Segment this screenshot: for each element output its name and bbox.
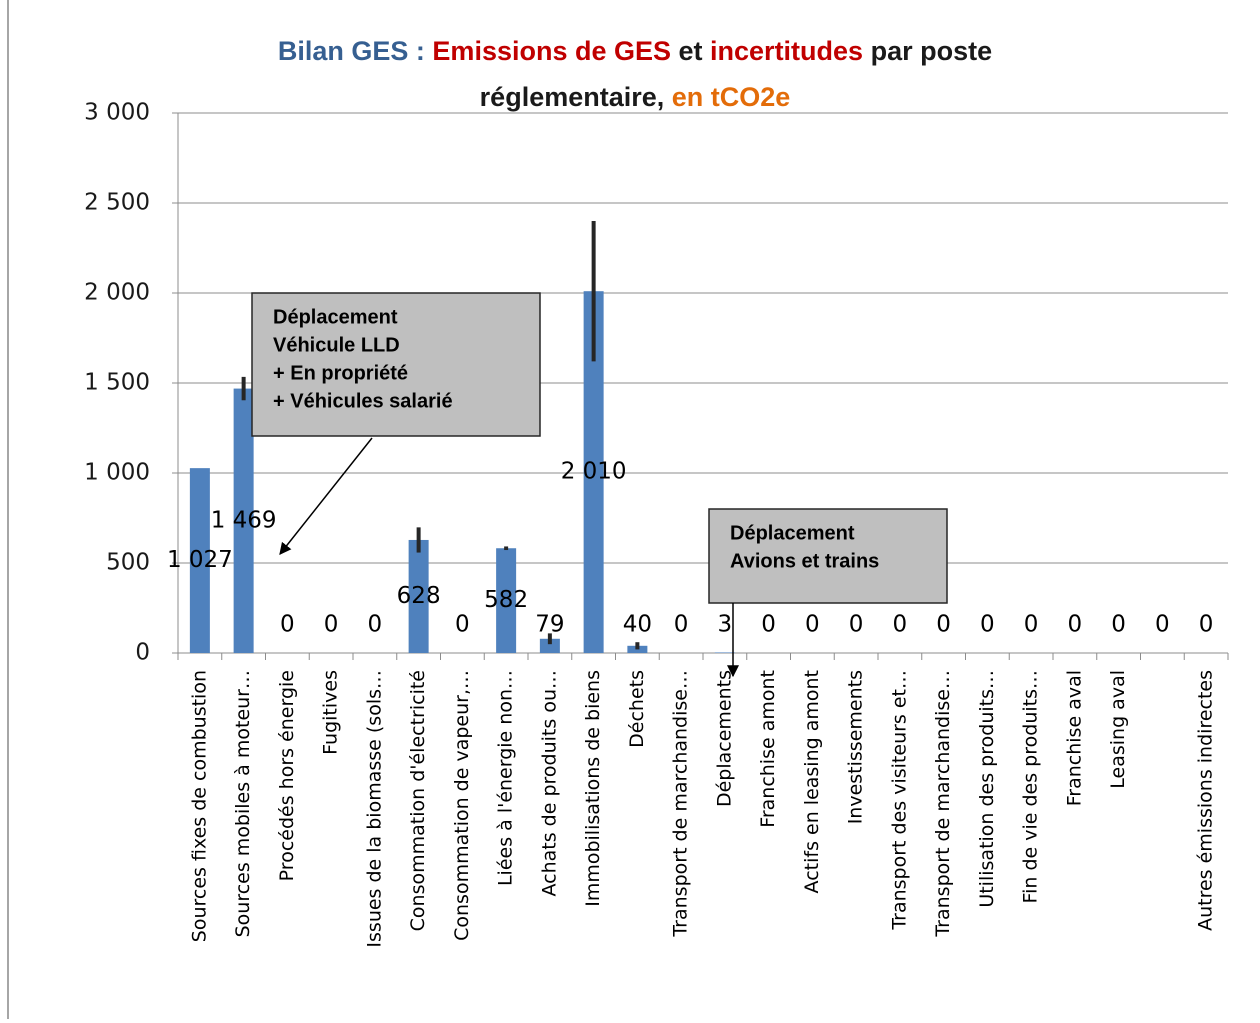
data-label: 1 027 — [167, 547, 233, 573]
title-part: incertitudes — [710, 36, 863, 66]
x-tick-label: Leasing aval — [1107, 670, 1129, 789]
x-tick-label: Fin de vie des produits… — [1020, 670, 1042, 903]
x-tick-label: Sources mobiles à moteur… — [232, 670, 254, 937]
data-label: 582 — [484, 587, 528, 613]
chart-title: Bilan GES : Emissions de GES et incertit… — [278, 36, 992, 66]
annotation-text: + En propriété — [273, 362, 408, 384]
data-label: 3 — [718, 612, 733, 638]
x-tick-label: Investissements — [845, 670, 867, 824]
x-tick-label: Déplacements — [713, 670, 735, 807]
x-tick-label: Actifs en leasing amont — [801, 670, 823, 893]
data-label: 0 — [936, 612, 951, 638]
annotation-box — [708, 508, 948, 604]
title-part: en tCO2e — [672, 82, 791, 112]
bar — [408, 539, 429, 653]
bar — [714, 652, 735, 653]
data-label: 79 — [535, 612, 564, 638]
y-tick-label: 1 000 — [84, 460, 150, 486]
bar — [539, 638, 560, 653]
x-tick-label: Consommation d'électricité — [407, 670, 429, 931]
bar — [496, 548, 517, 653]
data-label: 0 — [324, 612, 339, 638]
data-label: 0 — [455, 612, 470, 638]
data-label: 0 — [674, 612, 689, 638]
title-part: et — [671, 36, 710, 66]
data-label: 1 469 — [211, 507, 277, 533]
x-tick-label: Liées à l'énergie non… — [495, 670, 517, 886]
x-tick-label: Immobilisations de biens — [582, 670, 604, 907]
title-part: réglementaire, — [480, 82, 672, 112]
x-tick-label: Autres émissions indirectes — [1195, 670, 1217, 931]
data-label: 628 — [397, 583, 441, 609]
bar — [189, 468, 210, 653]
x-tick-label: Transport des visiteurs et… — [888, 670, 910, 931]
y-tick-label: 0 — [135, 640, 150, 666]
chart-frame — [7, 0, 9, 1023]
annotation-arrow — [279, 437, 373, 555]
x-tick-label: Franchise amont — [757, 670, 779, 828]
y-tick-label: 500 — [106, 550, 150, 576]
x-tick-label: Consommation de vapeur,… — [451, 670, 473, 941]
bar — [583, 291, 604, 653]
y-tick-label: 3 000 — [84, 100, 150, 126]
data-label: 0 — [1199, 612, 1214, 638]
data-label: 0 — [805, 612, 820, 638]
annotation-text: Déplacement — [730, 522, 855, 544]
x-tick-label: Issues de la biomasse (sols… — [363, 670, 385, 948]
x-tick-label: Transport de marchandise… — [670, 670, 692, 938]
data-label: 0 — [1068, 612, 1083, 638]
data-label: 0 — [849, 612, 864, 638]
data-label: 0 — [1111, 612, 1126, 638]
data-label: 0 — [1024, 612, 1039, 638]
data-label: 0 — [368, 612, 383, 638]
annotation-text: Déplacement — [273, 306, 398, 328]
x-tick-label: Achats de produits ou… — [538, 670, 560, 897]
x-tick-label: Transport de marchandise… — [932, 670, 954, 938]
title-part: par poste — [863, 36, 992, 66]
annotation-text: Véhicule LLD — [273, 334, 400, 356]
title-part: Bilan GES : — [278, 36, 433, 66]
x-tick-label: Sources fixes de combustion — [188, 670, 210, 942]
data-label: 0 — [1155, 612, 1170, 638]
annotation-box — [251, 292, 541, 437]
annotation-text: Avions et trains — [730, 550, 879, 572]
title-part: Emissions de GES — [432, 36, 671, 66]
chart-title: réglementaire, en tCO2e — [480, 82, 791, 112]
x-tick-label: Utilisation des produits… — [976, 670, 998, 908]
data-label: 40 — [623, 612, 652, 638]
x-tick-label: Procédés hors énergie — [276, 670, 298, 881]
annotation-text: + Véhicules salarié — [273, 390, 453, 412]
data-label: 2 010 — [561, 459, 627, 485]
x-tick-label: Fugitives — [320, 670, 342, 755]
x-tick-label: Déchets — [626, 670, 648, 748]
data-label: 0 — [280, 612, 295, 638]
y-tick-label: 2 000 — [84, 280, 150, 306]
data-label: 0 — [980, 612, 995, 638]
x-tick-label: Franchise aval — [1063, 670, 1085, 806]
data-label: 0 — [761, 612, 776, 638]
y-tick-label: 1 500 — [84, 370, 150, 396]
y-tick-label: 2 500 — [84, 190, 150, 216]
bar — [233, 388, 254, 653]
data-label: 0 — [893, 612, 908, 638]
